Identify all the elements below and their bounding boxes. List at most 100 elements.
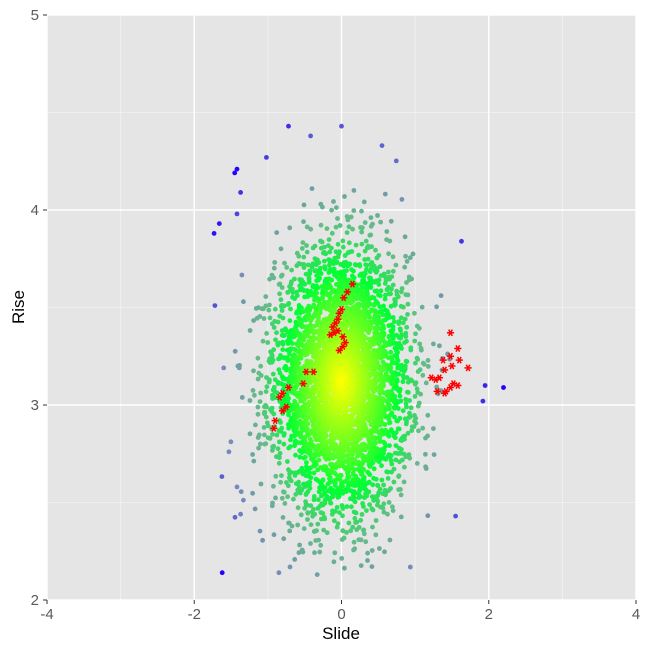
cloud-point bbox=[269, 405, 275, 411]
cloud-point bbox=[296, 479, 301, 485]
cloud-point bbox=[376, 282, 382, 287]
cloud-point bbox=[414, 386, 420, 392]
cloud-point bbox=[290, 290, 296, 295]
cloud-point bbox=[414, 461, 420, 466]
cloud-point bbox=[329, 245, 334, 251]
cloud-point bbox=[308, 541, 313, 546]
cloud-point bbox=[348, 528, 354, 534]
cloud-point bbox=[253, 422, 258, 428]
cloud-point bbox=[362, 257, 368, 262]
cloud-point bbox=[228, 439, 234, 445]
cloud-point bbox=[391, 405, 397, 410]
cloud-point bbox=[360, 501, 365, 506]
cloud-point bbox=[364, 481, 370, 486]
outlier-point bbox=[287, 564, 293, 570]
cloud-point bbox=[412, 381, 418, 387]
cloud-point bbox=[376, 292, 381, 298]
cloud-point bbox=[386, 500, 392, 505]
cloud-point bbox=[380, 359, 386, 365]
y-tick-label: 3 bbox=[31, 397, 39, 414]
cloud-point bbox=[382, 422, 388, 427]
cloud-point bbox=[314, 262, 319, 268]
cloud-point bbox=[311, 506, 316, 512]
cloud-point bbox=[379, 463, 384, 469]
cloud-point bbox=[306, 311, 312, 317]
cloud-point bbox=[394, 332, 400, 338]
cloud-point bbox=[326, 270, 332, 275]
cloud-point bbox=[403, 358, 409, 364]
cloud-point bbox=[346, 240, 352, 246]
cloud-point bbox=[354, 296, 360, 302]
cloud-point bbox=[270, 500, 275, 506]
cloud-point bbox=[415, 403, 421, 409]
cloud-point bbox=[283, 367, 289, 373]
cloud-point bbox=[417, 341, 423, 347]
cloud-point bbox=[393, 262, 399, 268]
outlier-point bbox=[216, 221, 222, 227]
cloud-point bbox=[278, 246, 284, 252]
cloud-point bbox=[329, 511, 335, 517]
cloud-point bbox=[287, 318, 293, 324]
cloud-point bbox=[307, 271, 313, 276]
cloud-point bbox=[271, 483, 276, 489]
cloud-point bbox=[277, 450, 283, 456]
cloud-point bbox=[405, 430, 411, 436]
cloud-point bbox=[381, 509, 387, 515]
cloud-point bbox=[296, 550, 302, 556]
cloud-point bbox=[322, 244, 327, 250]
cloud-point bbox=[388, 303, 394, 309]
cloud-point bbox=[329, 230, 335, 236]
cloud-point bbox=[334, 205, 339, 211]
cloud-point bbox=[382, 191, 388, 197]
cloud-point bbox=[348, 214, 354, 220]
cloud-point bbox=[277, 370, 283, 376]
cloud-point bbox=[277, 291, 282, 297]
cloud-point bbox=[261, 425, 267, 430]
cloud-point bbox=[257, 399, 263, 404]
cloud-point bbox=[289, 267, 294, 273]
cloud-point bbox=[267, 315, 273, 321]
cloud-point bbox=[383, 292, 388, 298]
outlier-point bbox=[232, 170, 238, 176]
cloud-point bbox=[400, 320, 406, 326]
cloud-point bbox=[382, 296, 388, 302]
cloud-point bbox=[351, 539, 357, 545]
cloud-point bbox=[407, 564, 413, 570]
cloud-point bbox=[402, 264, 408, 270]
cloud-point bbox=[375, 482, 380, 488]
x-axis-title: Slide bbox=[322, 624, 360, 643]
cloud-point bbox=[283, 383, 288, 388]
cloud-point bbox=[255, 411, 261, 417]
cloud-point bbox=[299, 547, 305, 553]
cloud-point bbox=[367, 502, 372, 507]
y-tick-label: 5 bbox=[31, 7, 39, 24]
cloud-point bbox=[273, 337, 278, 343]
cloud-point bbox=[303, 499, 308, 505]
cloud-point bbox=[362, 248, 368, 254]
cloud-point bbox=[335, 241, 341, 247]
cloud-point bbox=[377, 546, 382, 551]
cloud-point bbox=[385, 511, 390, 517]
cloud-point bbox=[279, 473, 284, 478]
cloud-point bbox=[334, 505, 340, 510]
cloud-point bbox=[322, 266, 328, 272]
cloud-point bbox=[280, 515, 286, 520]
cloud-point bbox=[238, 489, 244, 495]
cloud-point bbox=[316, 344, 322, 350]
cloud-point bbox=[292, 276, 297, 282]
cloud-point bbox=[362, 220, 368, 226]
cloud-point bbox=[252, 506, 258, 512]
cloud-point bbox=[367, 269, 373, 275]
cloud-point bbox=[301, 337, 307, 343]
cloud-point bbox=[286, 396, 292, 401]
cloud-point bbox=[251, 458, 257, 464]
cloud-point bbox=[394, 292, 400, 297]
cloud-point bbox=[273, 495, 278, 501]
cloud-point bbox=[279, 425, 285, 431]
cloud-point bbox=[271, 411, 277, 417]
cloud-point bbox=[294, 293, 300, 298]
cloud-point bbox=[323, 464, 328, 469]
cloud-point bbox=[381, 501, 387, 507]
cloud-point bbox=[362, 495, 367, 500]
cloud-point bbox=[279, 308, 285, 313]
